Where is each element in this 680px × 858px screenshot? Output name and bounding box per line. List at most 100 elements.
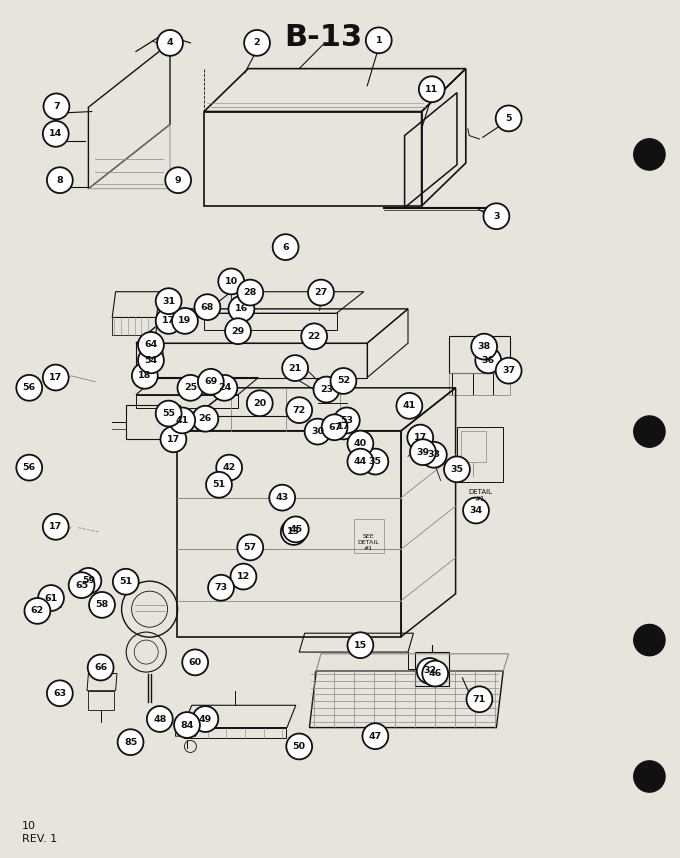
Text: 32: 32 bbox=[423, 667, 437, 675]
Text: 16: 16 bbox=[235, 305, 248, 313]
Text: DETAIL
#1: DETAIL #1 bbox=[468, 489, 492, 502]
Text: 51: 51 bbox=[119, 577, 133, 586]
Circle shape bbox=[160, 426, 186, 452]
Circle shape bbox=[322, 414, 347, 440]
Text: 38: 38 bbox=[477, 342, 491, 351]
Text: 4: 4 bbox=[167, 39, 173, 47]
Text: 35: 35 bbox=[450, 465, 464, 474]
Circle shape bbox=[362, 723, 388, 749]
Circle shape bbox=[305, 419, 330, 444]
Circle shape bbox=[237, 535, 263, 560]
Circle shape bbox=[156, 401, 182, 426]
Circle shape bbox=[237, 280, 263, 305]
Text: 36: 36 bbox=[481, 356, 495, 365]
Circle shape bbox=[483, 203, 509, 229]
Circle shape bbox=[138, 332, 164, 358]
Circle shape bbox=[216, 455, 242, 480]
Circle shape bbox=[347, 431, 373, 456]
Text: 21: 21 bbox=[288, 364, 302, 372]
Text: 64: 64 bbox=[144, 341, 158, 349]
Circle shape bbox=[347, 449, 373, 474]
Circle shape bbox=[138, 347, 164, 373]
Text: 23: 23 bbox=[320, 385, 333, 394]
Text: 11: 11 bbox=[425, 85, 439, 94]
Text: 15: 15 bbox=[354, 641, 367, 650]
Text: 57: 57 bbox=[243, 543, 257, 552]
Text: 33: 33 bbox=[427, 450, 441, 459]
Circle shape bbox=[463, 498, 489, 523]
Circle shape bbox=[208, 575, 234, 601]
Circle shape bbox=[47, 680, 73, 706]
Circle shape bbox=[147, 706, 173, 732]
Circle shape bbox=[156, 288, 182, 314]
Text: 39: 39 bbox=[416, 448, 430, 456]
Text: 61: 61 bbox=[44, 594, 58, 602]
Text: 28: 28 bbox=[243, 288, 257, 297]
Text: 17: 17 bbox=[49, 523, 63, 531]
Text: 14: 14 bbox=[49, 130, 63, 138]
Circle shape bbox=[182, 650, 208, 675]
Text: 50: 50 bbox=[292, 742, 306, 751]
Text: 49: 49 bbox=[199, 715, 212, 723]
Text: 35: 35 bbox=[369, 457, 382, 466]
Circle shape bbox=[177, 375, 203, 401]
Text: 17: 17 bbox=[162, 317, 175, 325]
Text: 8: 8 bbox=[56, 176, 63, 184]
Text: 17: 17 bbox=[413, 433, 427, 442]
Text: 3: 3 bbox=[493, 212, 500, 221]
Circle shape bbox=[366, 27, 392, 53]
Text: 72: 72 bbox=[292, 406, 306, 414]
Circle shape bbox=[308, 280, 334, 305]
Circle shape bbox=[228, 296, 254, 322]
Text: 41: 41 bbox=[403, 402, 416, 410]
Text: 43: 43 bbox=[275, 493, 289, 502]
Text: 45: 45 bbox=[289, 525, 303, 534]
Circle shape bbox=[38, 585, 64, 611]
Text: 5: 5 bbox=[505, 114, 512, 123]
Circle shape bbox=[634, 761, 665, 792]
Text: 52: 52 bbox=[337, 377, 350, 385]
Circle shape bbox=[286, 734, 312, 759]
Circle shape bbox=[132, 363, 158, 389]
Text: 17: 17 bbox=[337, 422, 350, 431]
Circle shape bbox=[198, 369, 224, 395]
Circle shape bbox=[634, 625, 665, 656]
Text: 68: 68 bbox=[201, 303, 214, 311]
Circle shape bbox=[44, 94, 69, 119]
Text: 30: 30 bbox=[311, 427, 324, 436]
Circle shape bbox=[396, 393, 422, 419]
Circle shape bbox=[247, 390, 273, 416]
Circle shape bbox=[231, 564, 256, 589]
Circle shape bbox=[172, 308, 198, 334]
Circle shape bbox=[410, 439, 436, 465]
Text: 20: 20 bbox=[253, 399, 267, 408]
Circle shape bbox=[496, 358, 522, 384]
Circle shape bbox=[192, 406, 218, 432]
Text: 2: 2 bbox=[254, 39, 260, 47]
Circle shape bbox=[211, 375, 237, 401]
Text: 26: 26 bbox=[199, 414, 212, 423]
Circle shape bbox=[47, 167, 73, 193]
Text: 46: 46 bbox=[428, 669, 442, 678]
Text: 7: 7 bbox=[53, 102, 60, 111]
Text: 42: 42 bbox=[222, 463, 236, 472]
Circle shape bbox=[174, 712, 200, 738]
Circle shape bbox=[471, 334, 497, 360]
Text: 56: 56 bbox=[22, 463, 36, 472]
Text: 24: 24 bbox=[218, 384, 231, 392]
Circle shape bbox=[225, 318, 251, 344]
Text: 44: 44 bbox=[354, 457, 367, 466]
Circle shape bbox=[206, 472, 232, 498]
Circle shape bbox=[362, 449, 388, 474]
Text: 41: 41 bbox=[175, 416, 189, 425]
Circle shape bbox=[419, 76, 445, 102]
Circle shape bbox=[75, 568, 101, 594]
Text: 10
REV. 1: 10 REV. 1 bbox=[22, 820, 57, 844]
Text: 53: 53 bbox=[340, 416, 354, 425]
Circle shape bbox=[157, 30, 183, 56]
Circle shape bbox=[194, 294, 220, 320]
Text: 19: 19 bbox=[178, 317, 192, 325]
Circle shape bbox=[422, 661, 448, 686]
Circle shape bbox=[43, 514, 69, 540]
Text: 55: 55 bbox=[162, 409, 175, 418]
